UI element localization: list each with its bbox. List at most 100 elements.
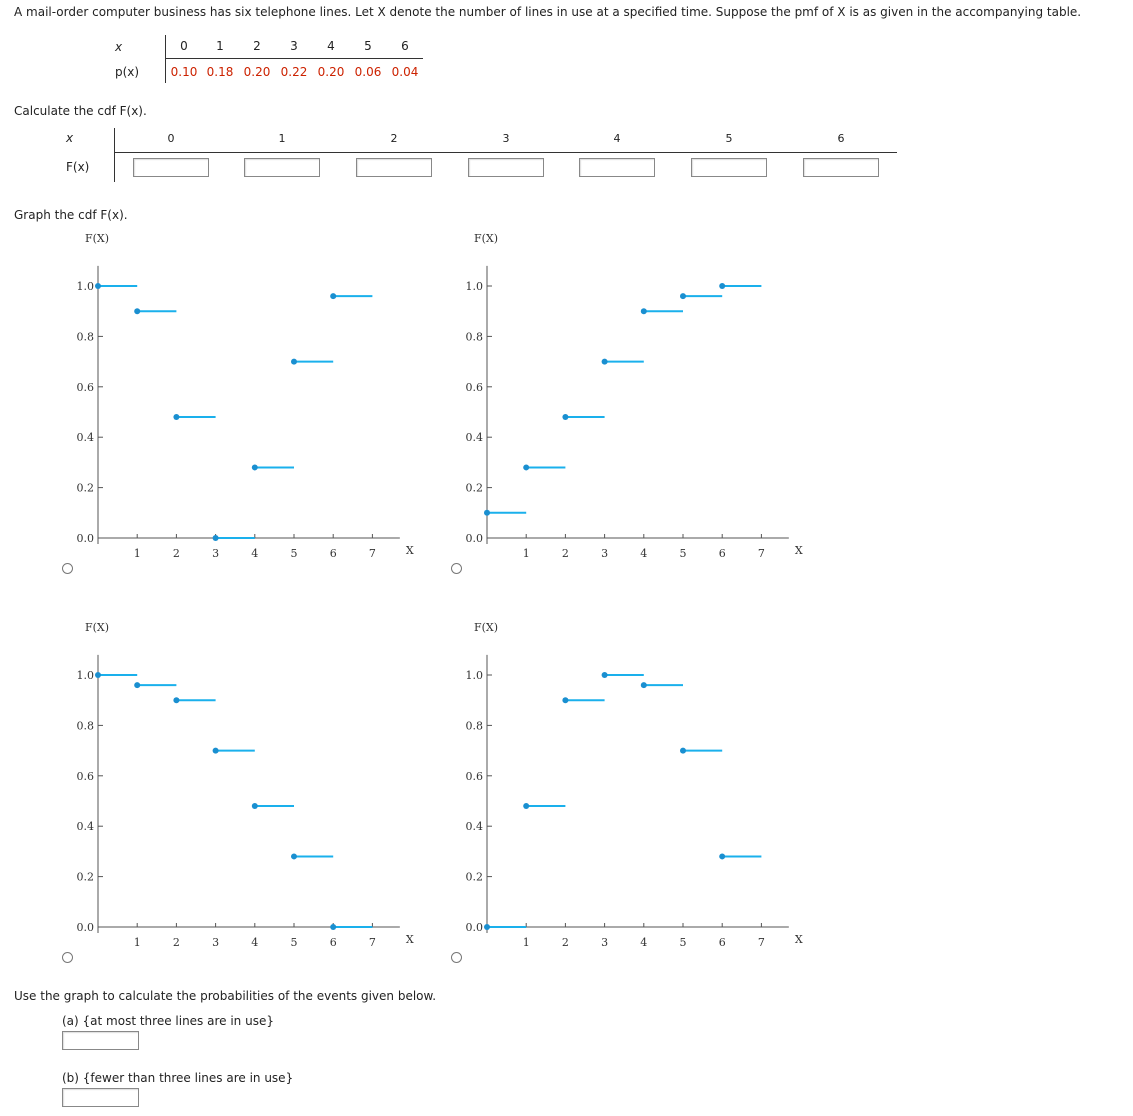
cdf-step-point [719, 853, 726, 860]
x-tick-label: 2 [173, 936, 180, 949]
cdf-x-value: 6 [837, 132, 845, 145]
y-tick-label: 0.0 [77, 532, 95, 545]
cdf-step-point [640, 682, 647, 689]
pmf-x-value: 1 [216, 39, 224, 53]
pmf-table-hrule [166, 58, 423, 59]
y-tick-label: 0.4 [77, 431, 95, 444]
cdf-graph-option-4: F(X) X 0.0 0.2 0.4 0.6 0.8 1.0 1 2 3 4 5 6 7 [466, 621, 803, 949]
cdf-x-value: 3 [502, 132, 510, 145]
cdf-table-hrule [115, 152, 897, 153]
x-tick-label: 6 [330, 936, 337, 949]
cdf-step-point [562, 697, 569, 704]
cdf-step-point [95, 672, 101, 678]
cdf-x-value: 0 [167, 132, 175, 145]
y-tick-label: 0.0 [466, 532, 484, 545]
graph-option-3-radio[interactable] [62, 952, 73, 963]
y-tick-label: 0.8 [77, 330, 95, 343]
x-tick-label: 2 [562, 547, 569, 560]
y-tick-label: 0.4 [466, 820, 484, 833]
cdf-step-point [330, 924, 337, 930]
y-tick-label: 0.4 [77, 820, 95, 833]
x-tick-label: 4 [640, 936, 647, 949]
cdf-input-x0[interactable] [133, 158, 209, 177]
y-tick-label: 0.6 [77, 770, 95, 783]
cdf-input-x4[interactable] [579, 158, 655, 177]
y-axis-label: F(X) [85, 621, 109, 634]
cdf-step-point [134, 682, 141, 689]
cdf-graph-option-3: F(X) X 0.0 0.2 0.4 0.6 0.8 1.0 1 2 3 4 5 6 7 [77, 621, 414, 949]
x-tick-label: 1 [523, 547, 530, 560]
x-tick-label: 5 [680, 936, 687, 949]
cdf-step-point [251, 803, 258, 810]
cdf-step-point [173, 697, 180, 704]
y-axis-label: F(X) [85, 232, 109, 245]
x-tick-label: 6 [719, 547, 726, 560]
y-axis-label: F(X) [474, 232, 498, 245]
x-tick-label: 5 [291, 547, 298, 560]
y-tick-label: 0.4 [466, 431, 484, 444]
y-tick-label: 0.0 [466, 921, 484, 934]
x-axis-label: X [406, 544, 414, 557]
cdf-input-x2[interactable] [356, 158, 432, 177]
pmf-x-value: 0 [180, 39, 188, 53]
pmf-x-value: 2 [253, 39, 261, 53]
cdf-input-x6[interactable] [803, 158, 879, 177]
y-tick-label: 0.2 [77, 482, 95, 495]
cdf-step-point [719, 283, 726, 289]
cdf-x-value: 5 [725, 132, 733, 145]
cdf-input-x1[interactable] [244, 158, 320, 177]
cdf-input-x5[interactable] [691, 158, 767, 177]
pmf-p-label: p(x) [115, 65, 140, 79]
cdf-step-point [291, 853, 297, 860]
x-tick-label: 3 [212, 547, 219, 560]
cdf-prompt: Calculate the cdf F(x). [14, 104, 147, 118]
pmf-p-value: 0.06 [354, 65, 382, 79]
x-tick-label: 3 [601, 936, 608, 949]
y-tick-label: 0.2 [77, 871, 95, 884]
y-tick-label: 0.6 [466, 381, 484, 394]
cdf-step-point [291, 358, 297, 365]
cdf-table-divider [114, 128, 115, 182]
x-tick-label: 4 [251, 547, 258, 560]
x-tick-label: 4 [251, 936, 258, 949]
pmf-x-value: 3 [290, 39, 298, 53]
part-a-answer-input[interactable] [62, 1031, 139, 1050]
x-tick-label: 1 [134, 936, 141, 949]
part-a-label: (a) {at most three lines are in use} [62, 1014, 274, 1028]
x-tick-label: 6 [719, 936, 726, 949]
graph-prompt: Graph the cdf F(x). [14, 208, 128, 222]
x-tick-label: 5 [680, 547, 687, 560]
x-axis-label: X [406, 933, 414, 946]
graph-option-4-radio[interactable] [451, 952, 462, 963]
x-tick-label: 5 [291, 936, 298, 949]
x-tick-label: 4 [640, 547, 647, 560]
x-tick-label: 2 [173, 547, 180, 560]
pmf-p-value: 0.18 [206, 65, 234, 79]
graph-option-2-radio[interactable] [451, 563, 462, 574]
x-tick-label: 3 [601, 547, 608, 560]
x-tick-label: 7 [758, 936, 765, 949]
cdf-x-label: x [66, 131, 74, 145]
cdf-step-point [523, 464, 530, 471]
x-tick-label: 3 [212, 936, 219, 949]
y-tick-label: 1.0 [466, 669, 484, 682]
cdf-step-point [680, 747, 686, 754]
y-tick-label: 0.8 [466, 330, 484, 343]
part-b-answer-input[interactable] [62, 1088, 139, 1107]
x-tick-label: 7 [369, 547, 376, 560]
part-b-label: (b) {fewer than three lines are in use} [62, 1071, 294, 1085]
y-tick-label: 0.2 [466, 482, 484, 495]
pmf-x-value: 4 [327, 39, 335, 53]
y-tick-label: 0.2 [466, 871, 484, 884]
cdf-graph-option-1: F(X) X 0.0 0.2 0.4 0.6 0.8 1.0 1 2 3 4 5 6 7 [77, 232, 414, 560]
cdf-input-x3[interactable] [468, 158, 544, 177]
cdf-f-label: F(x) [66, 160, 90, 174]
cdf-step-point [640, 308, 647, 315]
y-tick-label: 0.8 [466, 719, 484, 732]
cdf-step-point [484, 924, 490, 930]
cdf-step-point [330, 293, 337, 300]
cdf-step-point [523, 803, 530, 810]
cdf-x-value: 1 [278, 132, 286, 145]
graph-option-1-radio[interactable] [62, 563, 73, 574]
cdf-step-point [680, 293, 686, 300]
